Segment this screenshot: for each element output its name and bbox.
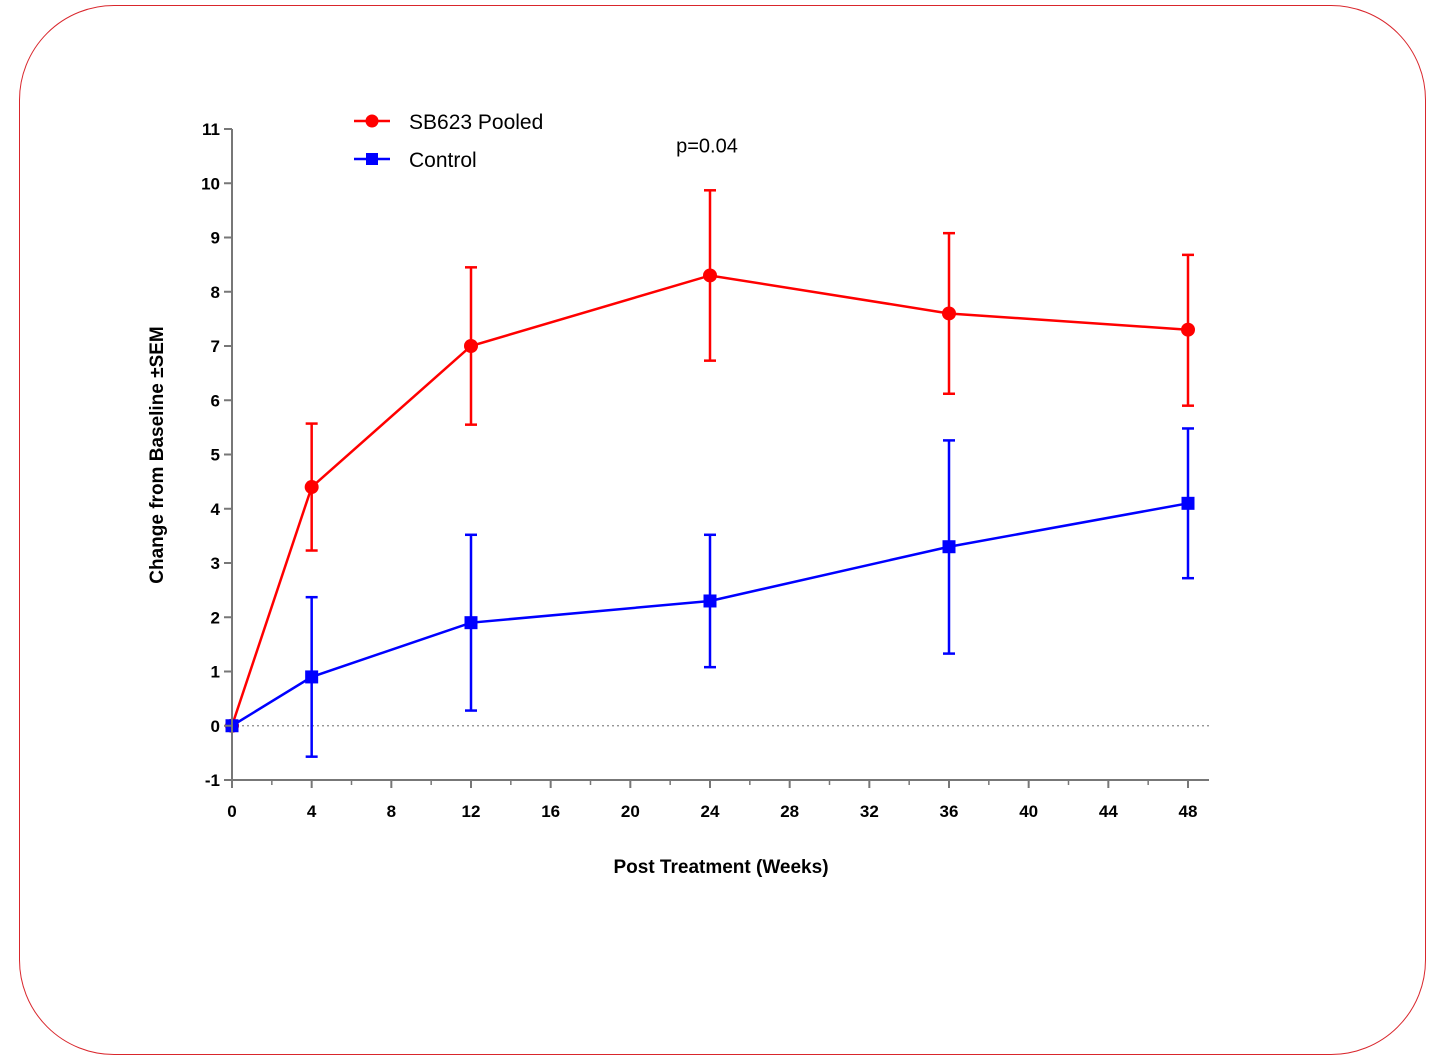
x-tick-label: 24 xyxy=(701,802,720,821)
series-line-control xyxy=(231,502,1189,727)
point-control xyxy=(305,670,319,684)
legend-item-control: Control xyxy=(354,149,477,172)
legend-label-control: Control xyxy=(409,149,477,172)
legend-marker-control xyxy=(366,153,378,165)
x-tick-label: 44 xyxy=(1099,802,1118,821)
point-sb623 xyxy=(942,306,956,321)
y-tick-label: 8 xyxy=(211,283,220,302)
point-control xyxy=(703,594,717,608)
y-tick-label: 1 xyxy=(211,663,220,682)
point-sb623 xyxy=(464,339,478,353)
x-tick-label: 8 xyxy=(387,802,396,821)
p-value-annotation: p=0.04 xyxy=(676,135,738,157)
legend-item-sb623: SB623 Pooled xyxy=(354,111,543,134)
y-axis-title: Change from Baseline ±SEM xyxy=(147,326,168,583)
legend-label-sb623: SB623 Pooled xyxy=(409,111,543,134)
y-tick-label: 3 xyxy=(211,554,220,573)
x-tick-label: 0 xyxy=(227,802,236,821)
point-control xyxy=(464,616,478,630)
x-tick-label: 32 xyxy=(860,802,879,821)
y-tick-label: 5 xyxy=(211,446,220,465)
x-tick-label: 12 xyxy=(462,802,481,821)
y-tick-label: 10 xyxy=(201,174,220,193)
series-control xyxy=(225,427,1195,758)
x-tick-label: 28 xyxy=(780,802,799,821)
series-layer xyxy=(225,189,1195,758)
x-tick-label: 48 xyxy=(1179,802,1198,821)
y-tick-label: 9 xyxy=(211,229,220,248)
x-tick-label: 20 xyxy=(621,802,640,821)
x-tick-label: 40 xyxy=(1019,802,1038,821)
legend-marker-sb623 xyxy=(365,114,379,128)
series-sb623 xyxy=(225,189,1195,733)
point-sb623 xyxy=(1181,322,1195,337)
y-tick-label: 2 xyxy=(211,608,220,627)
y-tick-label: -1 xyxy=(205,771,220,790)
y-tick-label: 6 xyxy=(211,391,220,410)
x-axis-title: Post Treatment (Weeks) xyxy=(613,857,828,878)
y-tick-label: 11 xyxy=(202,120,220,139)
series-line-sb623 xyxy=(230,274,1189,727)
y-tick-label: 0 xyxy=(211,717,220,736)
point-sb623 xyxy=(703,268,717,283)
x-tick-label: 4 xyxy=(307,802,317,821)
point-sb623 xyxy=(304,480,319,495)
y-tick-label: 7 xyxy=(211,337,220,356)
axes xyxy=(231,129,1209,781)
y-tick-label: 4 xyxy=(211,500,221,519)
point-control xyxy=(942,540,956,554)
x-tick-label: 36 xyxy=(940,802,959,821)
x-tick-label: 16 xyxy=(541,802,560,821)
point-control xyxy=(1181,496,1195,510)
legend: SB623 Pooled Control xyxy=(354,111,543,172)
